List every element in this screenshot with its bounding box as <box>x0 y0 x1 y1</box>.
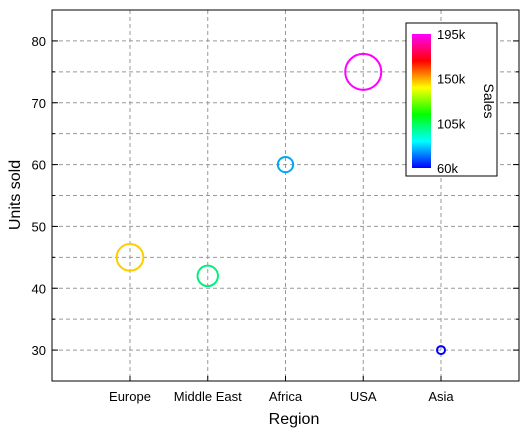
y-tick-label: 60 <box>32 158 46 173</box>
colorbar-gradient <box>412 34 431 168</box>
y-tick-label: 80 <box>32 34 46 49</box>
data-points <box>115 52 446 356</box>
data-point <box>115 243 145 272</box>
colorbar-tick-label: 195k <box>437 27 466 42</box>
colorbar-label: Sales <box>481 83 497 118</box>
x-tick-label: Middle East <box>174 389 242 404</box>
y-tick-label: 40 <box>32 281 46 296</box>
data-point <box>196 264 219 288</box>
data-point <box>436 345 446 356</box>
colorbar-tick-label: 150k <box>437 72 466 87</box>
grid-lines <box>52 10 519 381</box>
axis-ticks <box>52 9 519 382</box>
colorbar-tick-labels: 195k 150k 105k 60k <box>437 27 466 176</box>
colorbar-tick-label: 105k <box>437 116 466 131</box>
y-tick-label: 50 <box>32 219 46 234</box>
x-axis-label: Region <box>269 411 320 428</box>
colorbar: 195k 150k 105k 60k Sales <box>405 22 498 177</box>
x-tick-label: Europe <box>109 389 151 404</box>
x-tick-label: Asia <box>428 389 454 404</box>
y-tick-labels: 30 40 50 60 70 80 <box>32 34 46 358</box>
data-point <box>276 155 295 174</box>
colorbar-tick-label: 60k <box>437 161 458 176</box>
x-tick-label: USA <box>350 389 377 404</box>
y-tick-label: 30 <box>32 343 46 358</box>
y-tick-label: 70 <box>32 96 46 111</box>
x-tick-label: Africa <box>269 389 303 404</box>
plot-frame <box>51 9 520 382</box>
x-tick-labels: Europe Middle East Africa USA Asia <box>109 389 454 404</box>
data-point <box>344 52 383 91</box>
y-axis-label: Units sold <box>7 160 24 230</box>
